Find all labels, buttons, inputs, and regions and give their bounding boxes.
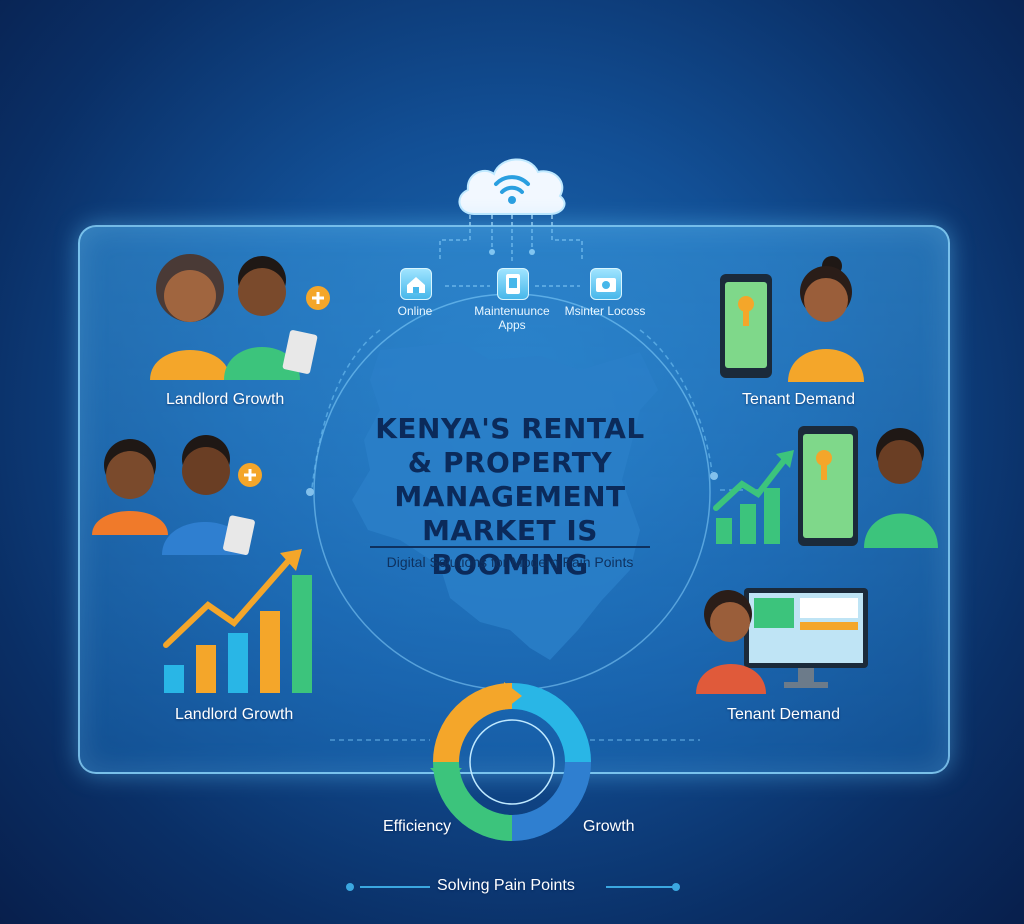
- house-icon: [400, 268, 432, 300]
- camera-icon: [590, 268, 622, 300]
- headline-line-4: MARKET IS BOOMING: [422, 514, 598, 581]
- footer-dot-right: [672, 883, 680, 891]
- feature-msinter-label: Msinter Locoss: [564, 304, 646, 318]
- feature-online-label: Online: [397, 304, 433, 318]
- landlord-men-illustration: [92, 435, 262, 555]
- growth-bar-graphic: [163, 549, 312, 693]
- feature-maintenance-label: Maintenuunce Apps: [470, 304, 554, 332]
- footer-dot-left: [346, 883, 354, 891]
- landlord-couple-illustration: [150, 254, 330, 380]
- tenant-monitor-illustration: [696, 588, 868, 694]
- feature-maintenance-line-2: Apps: [498, 318, 526, 332]
- headline: KENYA'S RENTAL & PROPERTY MANAGEMENT MAR…: [340, 412, 680, 582]
- left-lower-label: Landlord Growth: [175, 706, 294, 723]
- cycle-growth-label: Growth: [583, 818, 635, 835]
- subheadline-divider: [370, 546, 650, 548]
- right-lower-label: Tenant Demand: [727, 706, 840, 723]
- footer-line-right: [606, 886, 676, 888]
- feature-maintenance-line-1: Maintenuunce: [474, 304, 550, 318]
- cycle-efficiency-label: Efficiency: [383, 818, 452, 835]
- tablet-icon: [497, 268, 529, 300]
- cloud-wifi-icon: [458, 158, 566, 215]
- left-upper-label: Landlord Growth: [166, 391, 285, 408]
- headline-line-2: & PROPERTY: [407, 446, 613, 479]
- footer-line-left: [360, 886, 430, 888]
- cycle-ring: [430, 682, 591, 841]
- kenya-map: [352, 342, 658, 660]
- headline-line-1: KENYA'S RENTAL: [375, 412, 645, 445]
- tenant-phone-illustration: [720, 256, 864, 382]
- tenant-growth-illustration: [713, 426, 938, 548]
- right-upper-label: Tenant Demand: [742, 391, 855, 408]
- headline-line-3: MANAGEMENT: [394, 480, 626, 513]
- footer-text: Solving Pain Points: [437, 877, 575, 894]
- subheadline: Digital Solutions for Modern Pain Points: [386, 554, 634, 570]
